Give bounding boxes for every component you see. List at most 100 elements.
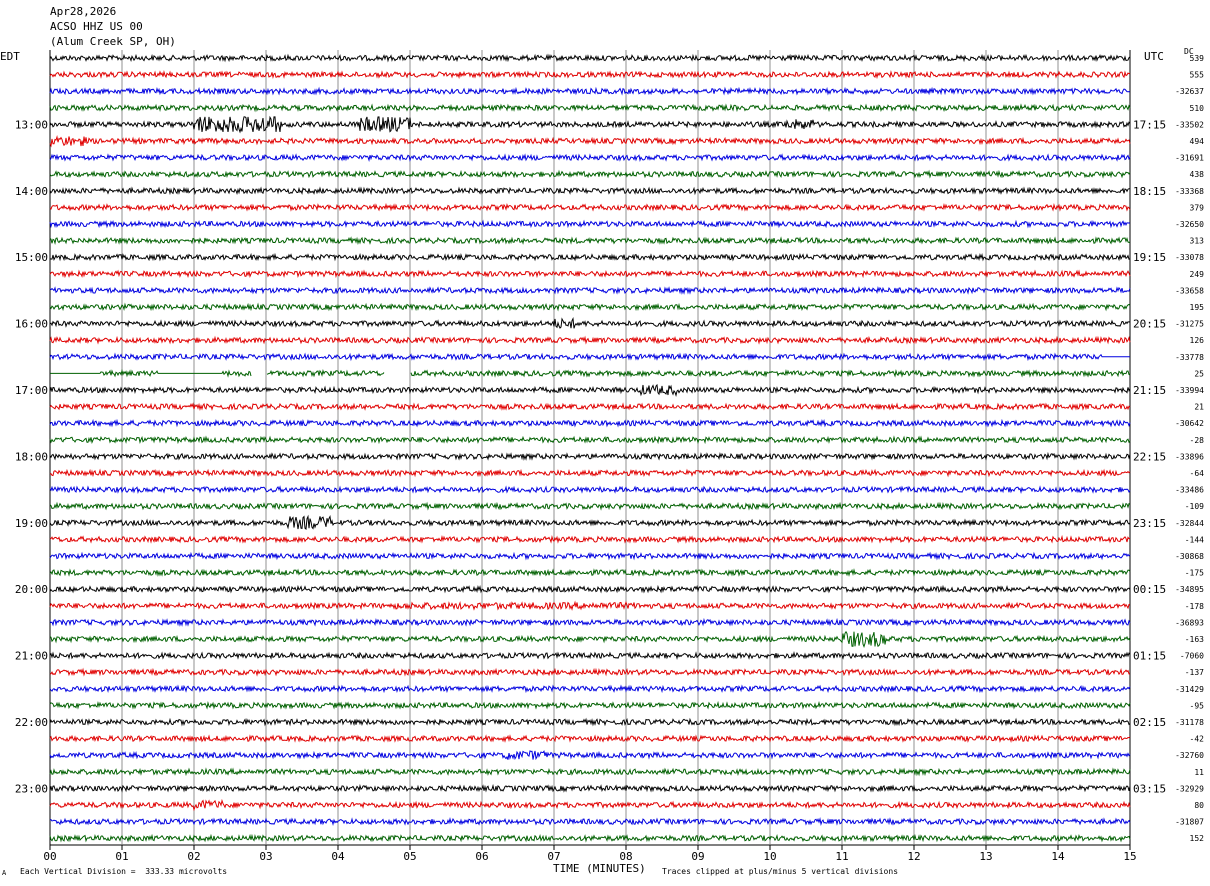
trace-line [49, 383, 1131, 397]
x-tick-label: 13 [979, 850, 992, 863]
trace-line [49, 302, 1131, 312]
x-tick-label: 00 [43, 850, 56, 863]
trace-line [49, 236, 1131, 246]
dc-offset-label: -144 [1185, 535, 1204, 544]
trace-group: 539 555 -32637 510 -33502 13:00 17:15 494 -31691… [15, 53, 1205, 843]
dc-offset-label: -30642 [1175, 419, 1204, 428]
dc-offset-label: -31275 [1175, 320, 1204, 329]
dc-offset-label: 126 [1190, 336, 1205, 345]
trace-line [49, 135, 1131, 148]
dc-offset-label: -33896 [1175, 452, 1204, 461]
dc-offset-label: -42 [1190, 735, 1205, 744]
x-axis-ticks: 00 01 02 03 04 05 06 07 08 09 10 11 12 13 14 15 [43, 845, 1137, 863]
dc-offset-label: -64 [1190, 469, 1205, 478]
trace-line [49, 402, 1131, 412]
trace-line [49, 435, 1131, 445]
dc-offset-label: 195 [1190, 303, 1205, 312]
trace-line [49, 418, 1131, 428]
trace-line [49, 684, 1131, 694]
dc-offset-label: -34895 [1175, 585, 1204, 594]
right-time-label: 20:15 [1133, 318, 1166, 331]
trace-line [49, 617, 1131, 627]
trace-line [49, 568, 1131, 577]
dc-offset-label: -32844 [1175, 519, 1204, 528]
header-station: ACSO HHZ US 00 [50, 20, 143, 33]
trace-line [49, 485, 1131, 495]
dc-offset-label: 313 [1190, 237, 1205, 246]
x-axis-title: TIME (MINUTES) [553, 862, 646, 875]
right-time-label: 17:15 [1133, 118, 1166, 131]
dc-offset-label: -33502 [1175, 120, 1204, 129]
trace-line [49, 352, 1130, 362]
dc-offset-label: -7060 [1180, 652, 1204, 661]
dc-offset-label: -30868 [1175, 552, 1204, 561]
dc-offset-label: 379 [1190, 203, 1205, 212]
x-tick-label: 10 [763, 850, 776, 863]
dc-offset-label: -32650 [1175, 220, 1204, 229]
trace-line [49, 501, 1131, 511]
right-time-label: 00:15 [1133, 583, 1166, 596]
right-timezone-label: UTC [1144, 50, 1164, 63]
right-time-label: 22:15 [1133, 450, 1166, 463]
left-time-label: 23:00 [15, 782, 48, 795]
plot-grid [49, 50, 1131, 846]
dc-offset-label: -33486 [1175, 486, 1204, 495]
trace-line [49, 750, 1131, 761]
trace-line [49, 451, 1131, 461]
footer-right-note: Traces clipped at plus/minus 5 vertical … [662, 867, 899, 876]
x-tick-label: 14 [1051, 850, 1065, 863]
trace-line [49, 700, 1131, 710]
x-tick-label: 01 [115, 850, 128, 863]
header-location: (Alum Creek SP, OH) [50, 35, 176, 48]
left-time-label: 16:00 [15, 318, 48, 331]
trace-line [49, 70, 1131, 80]
x-tick-label: 11 [835, 850, 848, 863]
dc-offset-label: -33368 [1175, 187, 1204, 196]
trace-line [49, 534, 1131, 544]
x-tick-label: 15 [1123, 850, 1136, 863]
left-time-label: 19:00 [15, 517, 48, 530]
dc-offset-label: -137 [1185, 668, 1204, 677]
trace-line [49, 600, 1131, 611]
trace-line [49, 817, 1131, 827]
left-time-label: 13:00 [15, 118, 48, 131]
trace-line [49, 468, 1131, 478]
trace-line [49, 317, 1131, 329]
dc-offset-label: 25 [1194, 369, 1204, 378]
x-tick-label: 03 [259, 850, 272, 863]
x-tick-label: 12 [907, 850, 920, 863]
trace-line [49, 630, 1131, 648]
x-tick-label: 04 [331, 850, 345, 863]
dc-offset-label: 494 [1190, 137, 1205, 146]
trace-line [49, 115, 1131, 134]
left-time-label: 21:00 [15, 650, 48, 663]
dc-offset-label: -33778 [1175, 353, 1204, 362]
left-time-label: 20:00 [15, 583, 48, 596]
x-tick-label: 06 [475, 850, 488, 863]
dc-offset-label: -178 [1185, 602, 1204, 611]
trace-line [49, 335, 1131, 345]
trace-line [49, 514, 1131, 530]
dc-offset-label: -33078 [1175, 253, 1204, 262]
right-time-label: 21:15 [1133, 384, 1166, 397]
dc-offset-label: 539 [1190, 54, 1205, 63]
left-time-label: 22:00 [15, 716, 48, 729]
trace-line [49, 219, 1131, 229]
dc-offset-label: -28 [1190, 436, 1205, 445]
right-time-label: 03:15 [1133, 782, 1166, 795]
dc-offset-label: 555 [1190, 71, 1205, 80]
trace-line [49, 798, 1131, 812]
left-time-label: 14:00 [15, 185, 48, 198]
dc-offset-label: 152 [1190, 834, 1205, 843]
dc-offset-label: -33658 [1175, 286, 1204, 295]
right-time-label: 01:15 [1133, 650, 1166, 663]
dc-offset-label: -95 [1190, 701, 1205, 710]
dc-offset-label: -33994 [1175, 386, 1204, 395]
x-tick-label: 09 [691, 850, 704, 863]
x-tick-label: 07 [547, 850, 560, 863]
dc-offset-label: -32637 [1175, 87, 1204, 96]
trace-line [49, 169, 1131, 179]
dc-offset-label: -31807 [1175, 818, 1204, 827]
right-time-label: 18:15 [1133, 185, 1166, 198]
dc-offset-label: 80 [1194, 801, 1204, 810]
